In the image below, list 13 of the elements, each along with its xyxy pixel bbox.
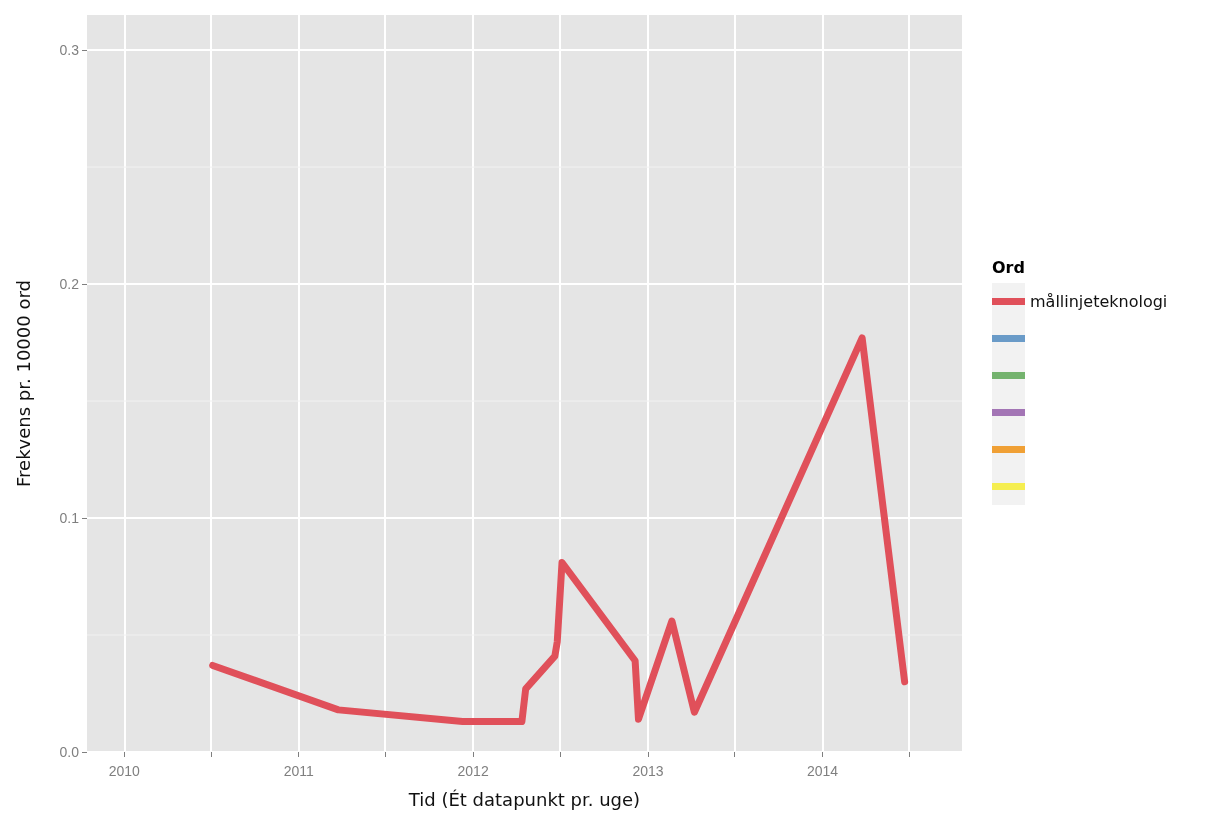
x-tick-label: 2014 <box>806 763 839 779</box>
y-tick-label: 0.3 <box>59 42 80 59</box>
legend-label: mållinjeteknologi <box>1030 292 1168 311</box>
x-tick-label: 2012 <box>457 763 489 779</box>
x-tick-label: 2013 <box>632 763 664 779</box>
y-tick-label: 0.1 <box>59 510 80 527</box>
y-tick-label: 0.0 <box>59 744 80 760</box>
y-axis-title: Frekvens pr. 10000 ord <box>12 280 34 487</box>
x-tick-label: 2011 <box>283 763 314 779</box>
y-tick-label: 0.2 <box>59 276 80 293</box>
x-tick-label: 2010 <box>108 763 141 779</box>
legend-title: Ord <box>992 258 1026 277</box>
x-axis-title: Tid (Ét datapunkt pr. uge) <box>407 788 641 810</box>
